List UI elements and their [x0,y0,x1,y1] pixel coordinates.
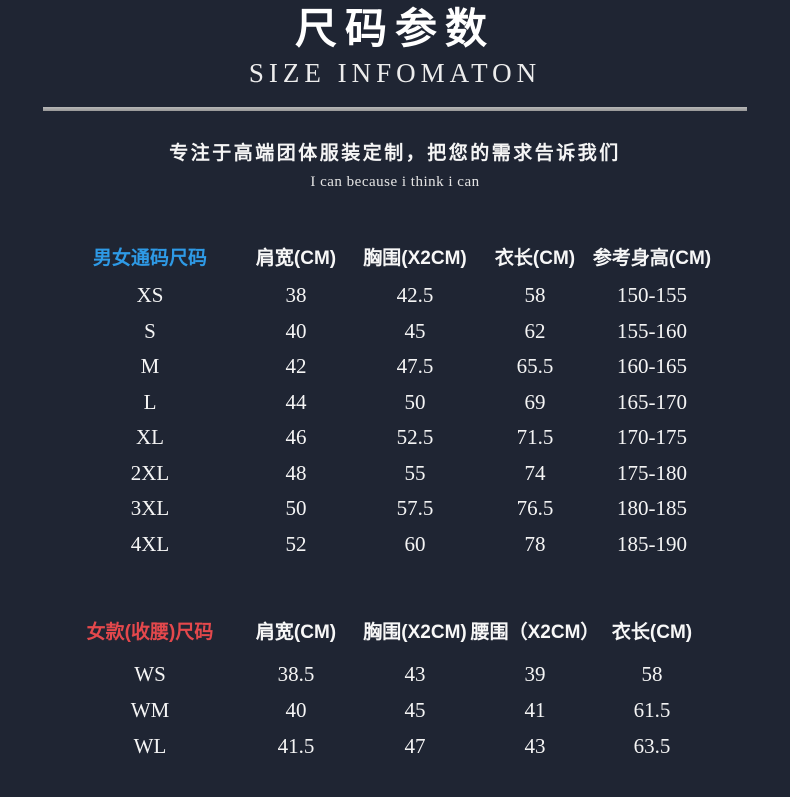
size-label: WS [134,661,166,686]
cell-value: 46 [285,425,307,450]
page-title-english: SIZE INFOMATON [248,58,542,88]
cell-value: 41 [524,697,546,722]
cell-value: 65.5 [516,354,554,379]
cell-value: 38.5 [277,661,315,686]
unisex-table-title: 男女通码尺码 [92,247,207,269]
unisex-size-table-body: XS 38 42.5 58 150-155 S 40 45 62 155-160… [0,278,790,562]
size-label: 2XL [130,460,170,485]
cell-value: 50 [404,389,426,414]
cell-value: 52.5 [396,425,434,450]
table-header-row: 男女通码尺码 肩宽(CM) 胸围(X2CM) 衣长(CM) 参考身高(CM) [90,243,790,269]
cell-value: 69 [524,389,546,414]
table-row: WM 40 45 41 61.5 [90,692,790,728]
size-label: XS [136,283,164,308]
size-label: 4XL [130,531,170,556]
women-size-table-header: 女款(收腰)尺码 肩宽(CM) 胸围(X2CM) 腰围（X2CM） 衣长(CM) [0,617,790,643]
column-header-waist: 腰围（X2CM） [470,621,600,643]
column-header-length: 衣长(CM) [494,247,576,269]
page-title-chinese: 尺码参数 [294,4,495,53]
cell-value: 61.5 [633,697,671,722]
cell-value: 45 [404,697,426,722]
cell-value: 41.5 [277,733,315,758]
cell-value: 42 [285,354,307,379]
women-size-table-body: WS 38.5 43 39 58 WM 40 45 41 61.5 WL 41.… [0,656,790,764]
table-row: 3XL 50 57.5 76.5 180-185 [90,491,790,527]
cell-value: 160-165 [617,354,687,379]
table-row: 2XL 48 55 74 175-180 [90,456,790,492]
cell-value: 58 [641,661,663,686]
cell-value: 50 [285,496,307,521]
cell-value: 74 [524,460,546,485]
size-label: WL [133,733,167,758]
column-header-shoulder: 肩宽(CM) [255,621,337,643]
cell-value: 71.5 [516,425,554,450]
table-row: S 40 45 62 155-160 [90,314,790,350]
table-row: WS 38.5 43 39 58 [90,656,790,692]
table-row: L 44 50 69 165-170 [90,385,790,421]
size-label: S [144,318,156,343]
column-header-length: 衣长(CM) [611,621,693,643]
cell-value: 62 [524,318,546,343]
cell-value: 44 [285,389,307,414]
cell-value: 45 [404,318,426,343]
table-row: XS 38 42.5 58 150-155 [90,278,790,314]
cell-value: 42.5 [396,283,434,308]
cell-value: 150-155 [617,283,687,308]
column-header-chest: 胸围(X2CM) [363,621,467,643]
cell-value: 170-175 [617,425,687,450]
column-header-chest: 胸围(X2CM) [363,247,467,269]
column-header-shoulder: 肩宽(CM) [255,247,337,269]
cell-value: 57.5 [396,496,434,521]
cell-value: 47 [404,733,426,758]
cell-value: 48 [285,460,307,485]
cell-value: 55 [404,460,426,485]
cell-value: 52 [285,531,307,556]
size-label: WM [130,697,170,722]
cell-value: 40 [285,318,307,343]
cell-value: 78 [524,531,546,556]
column-header-height: 参考身高(CM) [592,247,712,269]
size-label: 3XL [130,496,170,521]
cell-value: 76.5 [516,496,554,521]
table-row: 4XL 52 60 78 185-190 [90,527,790,563]
cell-value: 60 [404,531,426,556]
divider-line [43,107,747,111]
cell-value: 165-170 [617,389,687,414]
cell-value: 180-185 [617,496,687,521]
table-row: M 42 47.5 65.5 160-165 [90,349,790,385]
cell-value: 63.5 [633,733,671,758]
women-table-title: 女款(收腰)尺码 [86,621,214,643]
cell-value: 38 [285,283,307,308]
slogan-text: I can because i think i can [310,174,480,190]
unisex-size-table-header: 男女通码尺码 肩宽(CM) 胸围(X2CM) 衣长(CM) 参考身高(CM) [0,243,790,269]
size-label: XL [136,425,164,450]
cell-value: 175-180 [617,460,687,485]
size-label: M [140,354,160,379]
cell-value: 43 [404,661,426,686]
size-label: L [143,389,157,414]
cell-value: 58 [524,283,546,308]
cell-value: 185-190 [617,531,687,556]
cell-value: 43 [524,733,546,758]
cell-value: 39 [524,661,546,686]
cell-value: 47.5 [396,354,434,379]
table-header-row: 女款(收腰)尺码 肩宽(CM) 胸围(X2CM) 腰围（X2CM） 衣长(CM) [86,617,790,643]
table-row: WL 41.5 47 43 63.5 [90,728,790,764]
tagline-text: 专注于高端团体服装定制，把您的需求告诉我们 [169,143,621,164]
table-row: XL 46 52.5 71.5 170-175 [90,420,790,456]
cell-value: 155-160 [617,318,687,343]
cell-value: 40 [285,697,307,722]
